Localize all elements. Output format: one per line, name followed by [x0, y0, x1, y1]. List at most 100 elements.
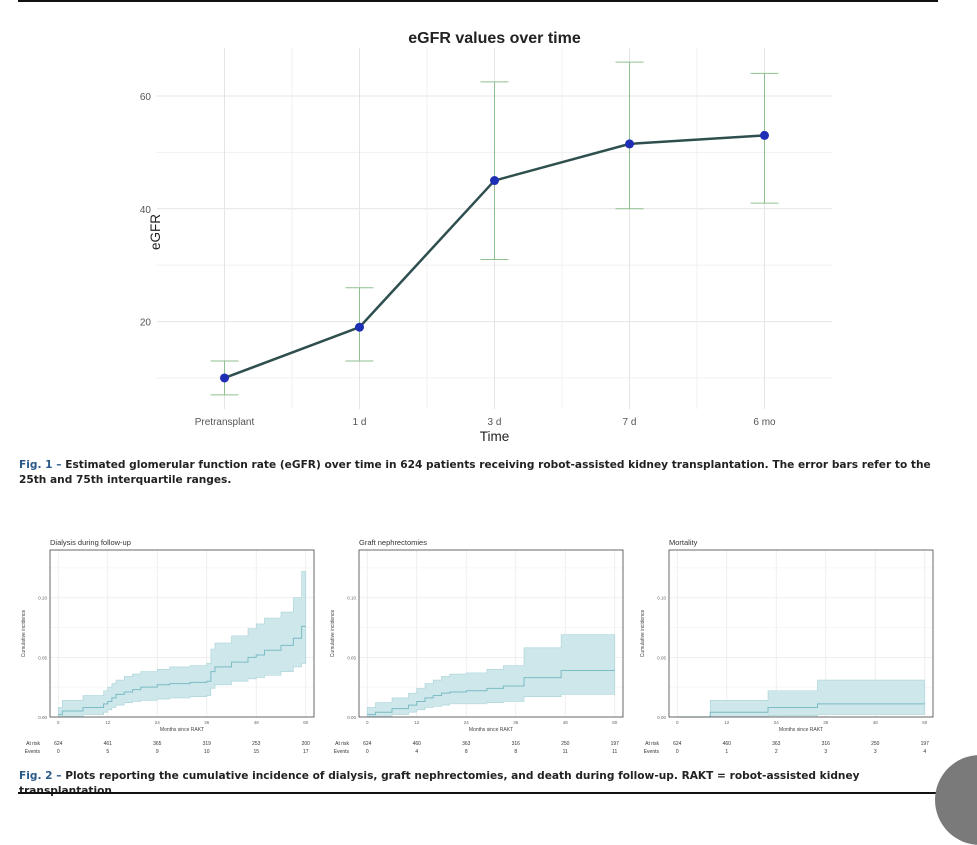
x-tick-label: 36: [513, 720, 519, 725]
x-tick-label: 12: [724, 720, 730, 725]
x-tick-label: 12: [105, 720, 111, 725]
confidence-band: [677, 679, 926, 718]
events-value: 9: [156, 749, 159, 755]
at-risk-value: 253: [252, 741, 261, 747]
y-tick-label: 0.10: [347, 596, 356, 601]
y-tick-label: 20: [140, 318, 152, 329]
y-tick-label: 0.10: [657, 596, 666, 601]
plot-frame: [358, 549, 624, 718]
x-tick-label: 60: [922, 720, 928, 725]
events-value: 11: [612, 749, 617, 755]
fig1-caption-label: Fig. 1 –: [19, 459, 62, 471]
x-tick-label: 48: [254, 720, 260, 725]
at-risk-value: 365: [153, 741, 162, 747]
at-risk-value: 363: [772, 741, 781, 747]
x-tick-label: 60: [303, 720, 309, 725]
events-value: 3: [874, 749, 877, 755]
confidence-band: [366, 634, 616, 718]
panel-title: Graft nephrectomies: [359, 538, 427, 547]
chart-title: eGFR values over time: [408, 30, 581, 47]
x-tick-label: 60: [612, 720, 618, 725]
y-tick-label: 0.05: [347, 655, 356, 660]
y-tick-label: 0.05: [657, 655, 666, 660]
y-tick-label: 0.00: [657, 715, 666, 720]
x-tick-label: 0: [57, 720, 60, 725]
y-axis-label: Cumulative incidence: [330, 610, 336, 658]
x-axis-label: Months since RAKT: [160, 727, 204, 733]
events-value: 0: [366, 749, 369, 755]
y-tick-label: 0.05: [38, 655, 47, 660]
x-tick-label: 1 d: [353, 417, 367, 428]
cumulative-incidence-line: [58, 625, 306, 716]
egfr-data-point: [355, 322, 364, 332]
at-risk-value: 316: [822, 741, 831, 747]
x-axis-label: Time: [480, 429, 510, 444]
at-risk-value: 250: [871, 741, 880, 747]
events-value: 4: [415, 749, 418, 755]
x-tick-label: 24: [464, 720, 470, 725]
confidence-band: [57, 571, 307, 718]
at-risk-value: 624: [363, 741, 372, 747]
x-tick-label: 24: [155, 720, 161, 725]
events-label: Events: [334, 749, 350, 755]
x-tick-label: 7 d: [623, 417, 637, 428]
events-label: Events: [25, 749, 41, 755]
x-tick-label: 12: [414, 720, 420, 725]
y-tick-label: 0.00: [347, 715, 356, 720]
y-tick-label: 60: [140, 92, 152, 103]
at-risk-value: 197: [921, 741, 930, 747]
events-value: 8: [514, 749, 517, 755]
events-value: 1: [725, 749, 728, 755]
x-tick-label: 24: [774, 720, 780, 725]
panel-title: Mortality: [669, 538, 698, 547]
events-value: 3: [824, 749, 827, 755]
at-risk-value: 624: [673, 741, 682, 747]
x-tick-label: 48: [563, 720, 569, 725]
events-value: 0: [676, 749, 679, 755]
y-tick-label: 0.00: [38, 715, 47, 720]
x-tick-label: 3 d: [488, 417, 502, 428]
fig2-caption: Fig. 2 – Plots reporting the cumulative …: [19, 769, 944, 799]
y-axis-label: Cumulative incidence: [640, 610, 646, 658]
top-rule: [18, 0, 938, 2]
x-tick-label: 0: [366, 720, 369, 725]
plot-frame: [49, 549, 315, 718]
bottom-rule: [18, 792, 938, 794]
panel-title: Dialysis during follow-up: [50, 538, 131, 547]
at-risk-value: 461: [104, 741, 113, 747]
at-risk-value: 624: [54, 741, 63, 747]
x-axis-label: Months since RAKT: [469, 727, 513, 733]
x-tick-label: 48: [873, 720, 879, 725]
events-value: 0: [57, 749, 60, 755]
at-risk-label: At risk: [645, 741, 659, 747]
y-axis-label: eGFR: [148, 214, 163, 250]
at-risk-value: 197: [611, 741, 620, 747]
egfr-data-point: [760, 130, 769, 140]
events-value: 2: [775, 749, 778, 755]
at-risk-label: At risk: [335, 741, 349, 747]
x-tick-label: 36: [823, 720, 829, 725]
y-tick-label: 40: [140, 205, 152, 216]
events-value: 5: [106, 749, 109, 755]
at-risk-value: 460: [723, 741, 732, 747]
y-tick-label: 0.10: [38, 596, 47, 601]
egfr-data-point: [220, 373, 229, 383]
fig1-caption-text: Estimated glomerular function rate (eGFR…: [19, 459, 931, 486]
at-risk-value: 363: [462, 741, 471, 747]
events-value: 10: [204, 749, 210, 755]
x-axis-label: Months since RAKT: [779, 727, 823, 733]
x-tick-label: 0: [676, 720, 679, 725]
cumulative-incidence-line: [677, 703, 925, 718]
at-risk-value: 200: [302, 741, 311, 747]
events-value: 17: [303, 749, 309, 755]
events-value: 11: [563, 749, 568, 755]
dialysis-panel: Dialysis during follow-up 0.00 0.05 0.10 0 12…: [21, 538, 315, 755]
egfr-data-point: [490, 176, 499, 186]
egfr-data-point: [625, 139, 634, 149]
at-risk-label: At risk: [26, 741, 40, 747]
x-tick-label: Pretransplant: [195, 417, 255, 428]
events-value: 15: [253, 749, 259, 755]
fig2-caption-text: Plots reporting the cumulative incidence…: [19, 770, 860, 797]
